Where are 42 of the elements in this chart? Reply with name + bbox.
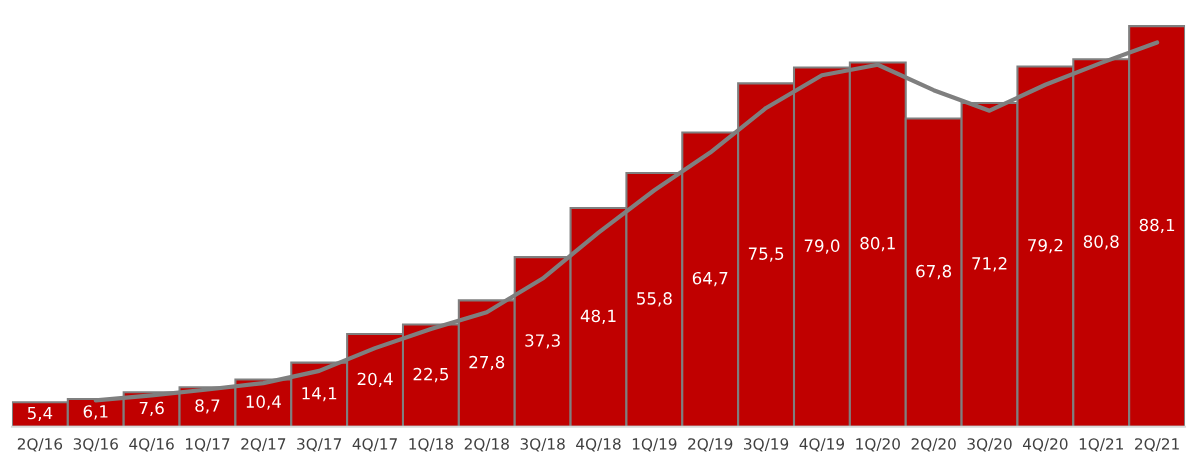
data-label: 48,1 bbox=[580, 309, 616, 324]
x-tick-label: 4Q/16 bbox=[129, 438, 174, 452]
x-tick-label: 1Q/21 bbox=[1079, 438, 1123, 452]
data-label: 67,8 bbox=[916, 264, 952, 280]
data-label: 79,2 bbox=[1028, 238, 1063, 254]
data-label: 37,3 bbox=[525, 334, 560, 349]
x-tick-label: 4Q/20 bbox=[1022, 438, 1068, 452]
x-tick-label: 3Q/19 bbox=[744, 438, 789, 452]
x-tick-label: 3Q/18 bbox=[520, 438, 565, 452]
x-tick-label: 2Q/18 bbox=[464, 438, 509, 452]
data-label: 80,1 bbox=[860, 236, 895, 252]
data-label: 20,4 bbox=[357, 372, 393, 387]
data-label: 88,1 bbox=[1139, 218, 1175, 233]
data-label: 55,8 bbox=[637, 292, 672, 307]
data-label: 6,1 bbox=[83, 405, 108, 420]
x-tick-label: 2Q/21 bbox=[1135, 438, 1179, 452]
data-label: 22,5 bbox=[413, 367, 449, 383]
x-tick-label: 2Q/20 bbox=[911, 438, 956, 452]
x-tick-label: 1Q/19 bbox=[632, 438, 677, 452]
data-label: 5,4 bbox=[27, 406, 53, 422]
data-label: 7,6 bbox=[139, 401, 164, 417]
x-tick-label: 3Q/16 bbox=[73, 438, 118, 452]
x-tick-label: 1Q/20 bbox=[856, 438, 900, 452]
x-tick-label: 2Q/19 bbox=[688, 438, 733, 452]
x-tick-label: 1Q/18 bbox=[409, 438, 454, 452]
x-tick-label: 4Q/19 bbox=[799, 438, 845, 452]
data-label: 75,5 bbox=[748, 247, 784, 262]
data-label: 10,4 bbox=[246, 395, 281, 410]
x-tick-label: 4Q/17 bbox=[352, 438, 397, 452]
x-tick-label: 3Q/20 bbox=[967, 438, 1012, 452]
x-tick-label: 3Q/17 bbox=[297, 438, 342, 452]
data-label: 14,1 bbox=[302, 387, 337, 402]
x-tick-label: 2Q/17 bbox=[241, 438, 286, 452]
data-label: 8,7 bbox=[195, 399, 220, 414]
data-label: 27,8 bbox=[469, 355, 505, 371]
x-tick-label: 2Q/16 bbox=[17, 438, 63, 452]
x-tick-label: 1Q/17 bbox=[185, 438, 230, 452]
data-label: 64,7 bbox=[692, 271, 728, 287]
data-label: 79,0 bbox=[804, 239, 840, 254]
data-label: 71,2 bbox=[972, 257, 1007, 272]
x-tick-label: 4Q/18 bbox=[576, 438, 621, 452]
data-label: 80,8 bbox=[1083, 235, 1119, 250]
